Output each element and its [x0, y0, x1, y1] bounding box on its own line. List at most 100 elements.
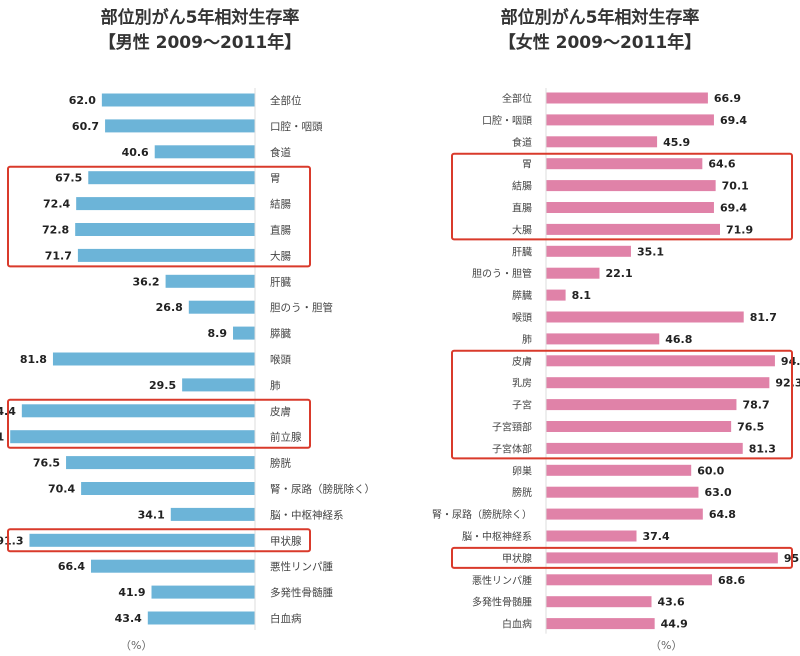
value-label-male-13: 99.1: [0, 431, 4, 444]
value-label-male-20: 43.4: [115, 612, 142, 625]
value-label-female-10: 81.7: [750, 311, 777, 324]
bar-male-10: [52, 352, 256, 366]
highlight-box-male-2: [7, 528, 311, 553]
bar-male-7: [165, 274, 255, 288]
category-label-female-12: 皮膚: [512, 355, 532, 368]
category-label-female-6: 大腸: [512, 223, 532, 236]
male-survival-bar-chart: 62.0 全部位 60.7 口腔・咽頭 40.6 食道 67.5 胃 72.4 結腸 72.8 直腸 7…: [0, 88, 375, 630]
value-label-male-3: 67.5: [55, 172, 82, 185]
title-text: 部位別がん5年相対生存率: [500, 8, 700, 28]
value-label-female-12: 94.6: [781, 355, 800, 368]
category-label-female-7: 肝臓: [512, 246, 532, 258]
value-label-female-6: 71.9: [726, 223, 753, 236]
bar-male-13: [10, 430, 256, 444]
bar-female-24: [546, 618, 655, 630]
bar-male-14: [66, 456, 255, 470]
bar-female-21: [546, 552, 778, 564]
bar-female-6: [546, 223, 720, 235]
unit-label-male: （%）: [120, 639, 153, 652]
value-label-female-2: 45.9: [663, 136, 690, 149]
category-label-female-18: 膀胱: [512, 486, 532, 499]
value-label-female-16: 81.3: [749, 442, 776, 455]
value-label-female-0: 66.9: [714, 92, 741, 105]
bar-male-5: [75, 223, 256, 236]
category-label-male-2: 食道: [270, 146, 291, 159]
chart-title-male: 部位別がん5年相対生存率 【男性 2009〜2011年】: [0, 6, 400, 56]
bar-male-17: [29, 533, 256, 547]
value-label-female-17: 60.0: [697, 464, 724, 477]
bar-female-17: [546, 464, 692, 476]
highlight-box-female-0: [451, 152, 793, 241]
value-label-male-2: 40.6: [122, 146, 149, 159]
category-label-female-23: 多発性骨髄腫: [472, 596, 532, 609]
bar-female-15: [546, 421, 732, 432]
category-label-male-4: 結腸: [270, 198, 291, 211]
value-label-female-3: 64.6: [708, 158, 735, 171]
bar-female-23: [546, 596, 652, 608]
bar-female-1: [546, 114, 714, 126]
category-label-male-16: 脳・中枢神経系: [270, 508, 344, 521]
category-label-male-0: 全部位: [270, 94, 302, 107]
chart-title-female: 部位別がん5年相対生存率 【女性 2009〜2011年】: [400, 6, 800, 56]
bar-male-11: [182, 378, 255, 392]
bar-male-9: [233, 326, 255, 340]
category-label-male-12: 皮膚: [270, 405, 291, 418]
category-label-male-7: 肝臓: [270, 276, 291, 288]
highlight-box-female-1: [451, 349, 793, 460]
value-label-female-9: 8.1: [572, 289, 592, 302]
bar-female-14: [546, 399, 737, 411]
bar-female-11: [546, 333, 660, 345]
category-label-female-10: 喉頭: [512, 312, 532, 324]
bar-male-4: [76, 197, 255, 211]
value-label-male-18: 66.4: [58, 560, 85, 573]
bar-male-6: [77, 248, 255, 262]
value-label-female-24: 44.9: [661, 618, 688, 631]
value-label-female-7: 35.1: [637, 245, 664, 258]
value-label-male-4: 72.4: [43, 198, 70, 211]
category-label-male-1: 口腔・咽頭: [270, 120, 323, 133]
title-text: 部位別がん5年相対生存率: [100, 8, 300, 28]
bar-female-7: [546, 245, 631, 257]
bar-female-0: [546, 92, 708, 104]
bar-male-2: [154, 145, 255, 159]
value-label-female-19: 64.8: [709, 508, 736, 521]
female-survival-bar-chart: 66.9 全部位 69.4 口腔・咽頭 45.9 食道 64.6 胃 70.1 結腸 69.4 直腸 7…: [432, 88, 800, 634]
category-label-female-11: 肺: [522, 334, 532, 346]
category-label-female-19: 腎・尿路（膀胱除く）: [432, 508, 532, 521]
value-label-female-11: 46.8: [665, 333, 692, 346]
value-label-male-9: 8.9: [208, 327, 228, 340]
bar-male-16: [170, 507, 255, 521]
category-label-female-21: 甲状腺: [502, 552, 532, 565]
subtitle-text: 【男性 2009〜2011年】: [98, 33, 302, 53]
highlight-box-male-1: [7, 398, 311, 449]
category-label-male-18: 悪性リンパ腫: [270, 560, 333, 573]
value-label-female-18: 63.0: [704, 486, 731, 499]
category-label-female-24: 白血病: [502, 618, 532, 631]
value-label-male-6: 71.7: [45, 249, 72, 262]
bar-male-18: [90, 559, 255, 573]
bar-male-3: [88, 171, 256, 185]
value-label-male-19: 41.9: [118, 586, 145, 599]
bar-female-10: [546, 311, 744, 323]
value-label-male-15: 70.4: [48, 483, 75, 496]
value-label-female-22: 68.6: [718, 574, 745, 587]
category-label-male-20: 白血病: [270, 612, 302, 625]
category-label-female-17: 卵巣: [512, 464, 532, 477]
bar-male-12: [21, 404, 255, 418]
category-label-male-13: 前立腺: [270, 431, 302, 444]
highlight-box-male-0: [7, 165, 311, 268]
category-label-male-11: 肺: [270, 380, 281, 392]
category-label-female-14: 子宮: [512, 399, 532, 412]
value-label-male-11: 29.5: [149, 379, 176, 392]
bar-female-13: [546, 377, 770, 389]
category-label-male-9: 膵臓: [270, 328, 291, 340]
value-label-female-13: 92.3: [775, 377, 800, 390]
category-label-male-6: 大腸: [270, 249, 291, 262]
value-label-male-10: 81.8: [20, 353, 47, 366]
value-label-male-16: 34.1: [138, 508, 165, 521]
category-label-female-3: 胃: [522, 159, 532, 171]
value-label-female-14: 78.7: [742, 399, 769, 412]
bar-female-3: [546, 158, 703, 170]
category-label-female-20: 脳・中枢神経系: [462, 530, 532, 543]
